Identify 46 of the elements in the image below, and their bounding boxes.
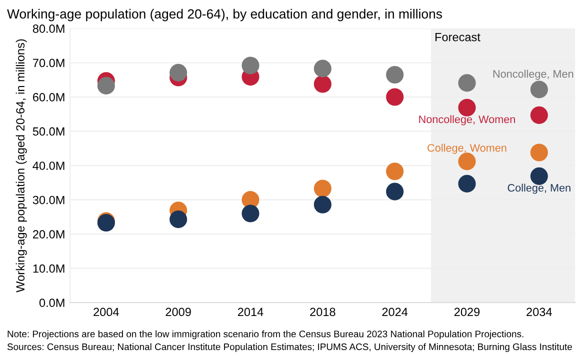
point (314, 196, 332, 214)
series-label: College, Men (508, 184, 570, 194)
y-tick-label: 60.0M (33, 93, 64, 102)
text: Note: Projections are based on the low immigration scenario from the Census Bureau 2023 National Population Projections. (8, 330, 524, 340)
x-tick-label: 2009 (166, 308, 191, 316)
x-tick-label: 2014 (238, 308, 264, 316)
y-tick-label: 0.0M (39, 298, 64, 307)
y-tick-label: 50.0M (32, 127, 64, 136)
x-tick-label: 2029 (454, 308, 480, 316)
point (242, 56, 260, 74)
y-tick-label: 70.0M (33, 58, 64, 68)
point (458, 74, 476, 92)
series-label: Noncollege, Women (419, 115, 515, 126)
point (530, 144, 548, 162)
point (530, 80, 548, 98)
y-tick-label: 10.0M (33, 264, 64, 273)
point (170, 64, 188, 82)
x-tick-label: 2034 (526, 308, 552, 316)
point (314, 180, 332, 198)
point (386, 66, 404, 84)
point (458, 152, 476, 170)
y-tick-label: 20.0M (33, 230, 64, 238)
y-tick-label: 40.0M (32, 162, 64, 170)
point (242, 204, 260, 222)
series-label: College, Women (428, 144, 506, 154)
point (314, 60, 332, 78)
point (386, 88, 404, 106)
chart-title: Working-age population (aged 20-64), by education and gender, in millions (7, 8, 442, 22)
y-tick-label: 30.0M (32, 196, 64, 204)
point (386, 162, 404, 180)
y-tick-label: 80.0M (32, 24, 64, 33)
band-label: Forecast (435, 33, 480, 42)
point (530, 106, 548, 124)
y-axis-title: Working-age population (aged 20-64, in millions) (16, 39, 27, 292)
x-tick-label: 2004 (94, 308, 119, 316)
point (170, 210, 188, 228)
x-tick-label: 2018 (310, 308, 336, 316)
point (458, 174, 476, 192)
point (530, 167, 548, 185)
point (386, 182, 404, 200)
point (314, 75, 332, 93)
point (97, 76, 115, 94)
x-tick-label: 2024 (382, 308, 408, 316)
series-label: Noncollege, Men (493, 70, 574, 80)
source-note: Sources: Census Bureau; National Cancer Institute Population Estimates; IPUMS ACS, University of Minnesota; Burning Glass Institute (7, 343, 572, 352)
point (458, 98, 476, 116)
